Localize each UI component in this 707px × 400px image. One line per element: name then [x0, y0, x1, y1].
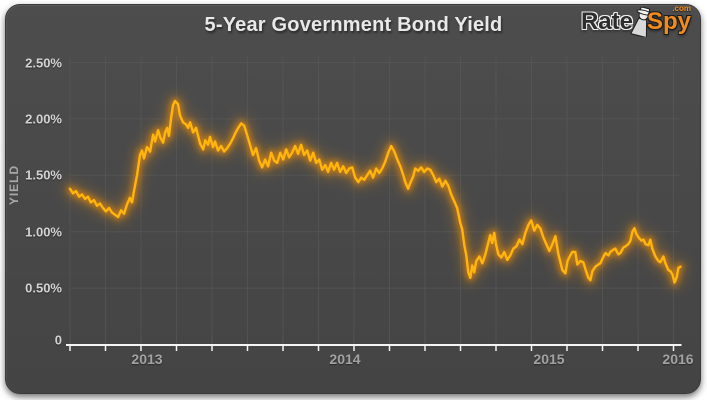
spy-figure-icon [630, 6, 653, 39]
logo-tld-text: .com [672, 4, 691, 13]
ratespy-logo: Rate Spy .com [580, 4, 691, 47]
vertical-gridlines [69, 57, 674, 344]
logo-spy-text: Spy [646, 8, 691, 35]
yield-line-outer-glow [62, 93, 688, 290]
yield-line-series [68, 99, 682, 284]
logo-rate-text: Rate [580, 8, 633, 35]
y-tick-label: 1.00% [25, 224, 62, 240]
y-tick-label: 2.50% [25, 55, 62, 70]
x-tick-label: 2016 [662, 351, 694, 367]
x-axis [66, 344, 682, 351]
chart-panel [5, 4, 701, 394]
x-tick-label: 2013 [131, 351, 163, 367]
y-tick-label: 0.50% [25, 280, 62, 296]
x-tick-label: 2015 [533, 351, 565, 367]
x-tick-label: 2014 [329, 351, 361, 367]
y-tick-label: 0 [54, 332, 62, 348]
y-tick-label: 2.00% [25, 111, 62, 127]
chart-title: 5-Year Government Bond Yield [204, 14, 503, 36]
y-tick-label: 1.50% [25, 167, 62, 183]
